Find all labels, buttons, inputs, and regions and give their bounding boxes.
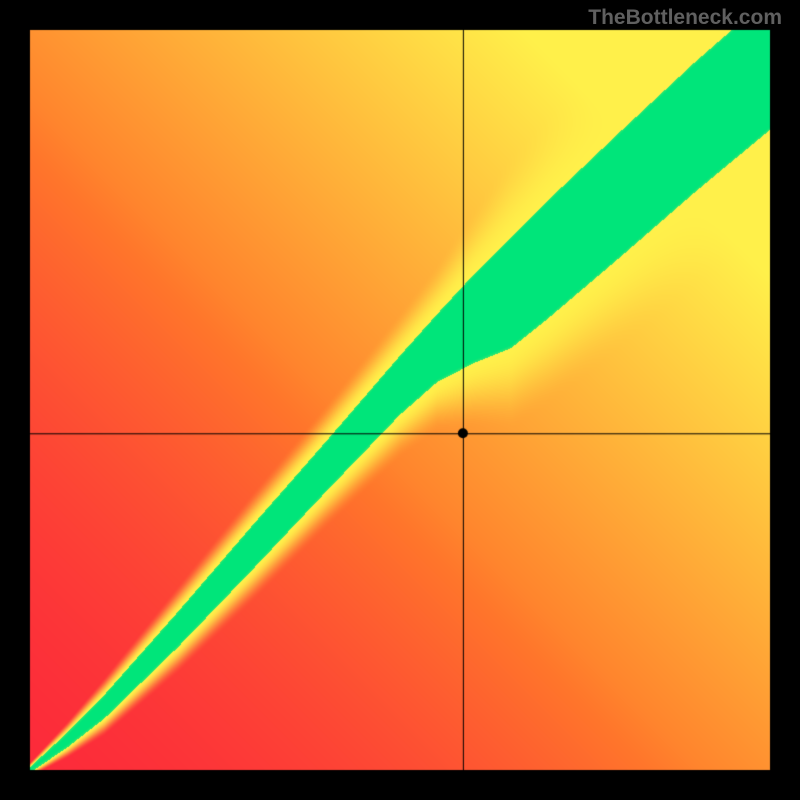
bottleneck-heatmap-canvas — [0, 0, 800, 800]
watermark-text: TheBottleneck.com — [588, 6, 782, 30]
chart-container: TheBottleneck.com — [0, 0, 800, 800]
